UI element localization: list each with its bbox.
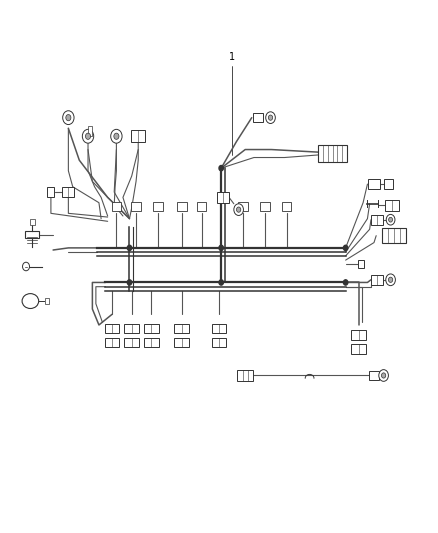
Bar: [384, 179, 393, 189]
Bar: [124, 324, 139, 334]
Circle shape: [219, 280, 223, 285]
Bar: [368, 179, 380, 189]
Bar: [124, 338, 139, 348]
Circle shape: [389, 217, 392, 222]
Bar: [62, 187, 74, 197]
Bar: [237, 369, 253, 381]
Circle shape: [219, 245, 223, 251]
Circle shape: [22, 262, 29, 271]
Bar: [131, 202, 141, 211]
Bar: [144, 338, 159, 348]
Bar: [105, 324, 120, 334]
Bar: [47, 187, 54, 197]
Circle shape: [111, 130, 122, 143]
Circle shape: [127, 245, 132, 251]
Bar: [153, 202, 162, 211]
Bar: [212, 338, 226, 348]
Bar: [369, 370, 379, 380]
Circle shape: [343, 280, 348, 285]
Circle shape: [234, 204, 244, 215]
Circle shape: [381, 373, 386, 378]
Bar: [25, 231, 39, 238]
Bar: [197, 202, 206, 211]
Circle shape: [389, 277, 393, 282]
Circle shape: [127, 280, 132, 285]
Bar: [260, 202, 270, 211]
Bar: [112, 202, 121, 211]
Bar: [144, 324, 159, 334]
Circle shape: [114, 133, 119, 139]
Circle shape: [66, 115, 71, 121]
Bar: [238, 202, 248, 211]
Bar: [351, 344, 366, 354]
Bar: [29, 219, 35, 224]
Bar: [88, 126, 92, 136]
Circle shape: [82, 130, 94, 143]
Bar: [177, 202, 187, 211]
Circle shape: [386, 274, 396, 286]
Text: 1: 1: [229, 52, 235, 61]
Bar: [212, 324, 226, 334]
Bar: [174, 338, 189, 348]
Circle shape: [266, 112, 276, 124]
Bar: [131, 131, 145, 142]
Bar: [254, 114, 263, 122]
Bar: [385, 200, 399, 211]
Circle shape: [379, 369, 389, 381]
Bar: [282, 202, 291, 211]
Bar: [318, 146, 347, 163]
Bar: [217, 192, 229, 203]
Bar: [381, 228, 406, 243]
Circle shape: [85, 133, 91, 139]
Bar: [45, 298, 49, 304]
Bar: [371, 215, 383, 224]
Circle shape: [386, 214, 395, 225]
Bar: [351, 330, 366, 340]
Bar: [371, 275, 383, 285]
Circle shape: [343, 245, 348, 251]
Circle shape: [237, 207, 241, 212]
Circle shape: [219, 165, 223, 171]
Bar: [105, 338, 120, 348]
Circle shape: [63, 111, 74, 125]
Bar: [174, 324, 189, 334]
Circle shape: [268, 115, 273, 120]
